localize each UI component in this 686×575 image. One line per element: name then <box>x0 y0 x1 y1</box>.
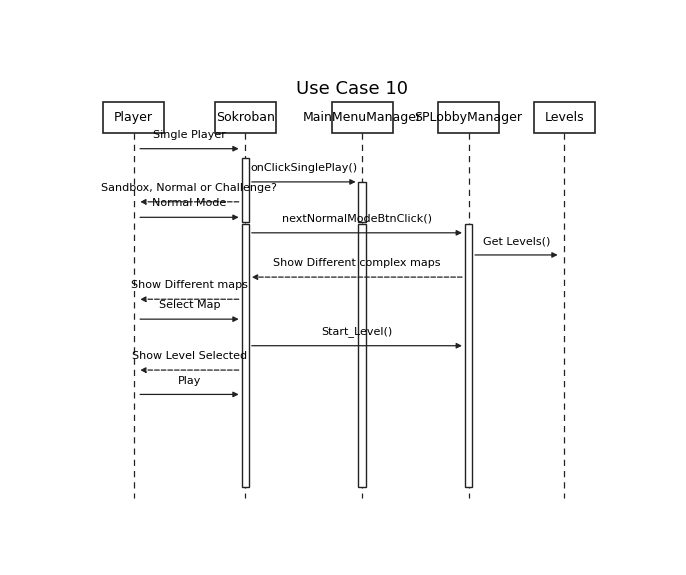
Text: Normal Mode: Normal Mode <box>152 198 226 209</box>
Text: Use Case 10: Use Case 10 <box>296 80 407 98</box>
Text: MainMenuManager: MainMenuManager <box>303 111 422 124</box>
Text: Start_Level(): Start_Level() <box>321 326 392 337</box>
Bar <box>359 182 366 222</box>
Text: Single Player: Single Player <box>153 130 226 140</box>
Text: Get Levels(): Get Levels() <box>483 236 550 246</box>
Bar <box>103 102 164 133</box>
Text: Player: Player <box>114 111 153 124</box>
Bar <box>438 102 499 133</box>
Bar <box>534 102 595 133</box>
Text: Sokroban: Sokroban <box>216 111 274 124</box>
Text: Levels: Levels <box>545 111 584 124</box>
Text: Select Map: Select Map <box>158 300 220 311</box>
Text: Play: Play <box>178 375 201 386</box>
Text: Show Different maps: Show Different maps <box>131 281 248 290</box>
Text: Show Level Selected: Show Level Selected <box>132 351 247 361</box>
Bar <box>241 158 249 222</box>
Text: nextNormalModeBtnClick(): nextNormalModeBtnClick() <box>282 214 432 224</box>
Text: Sandbox, Normal or Challenge?: Sandbox, Normal or Challenge? <box>102 183 277 193</box>
Bar <box>465 224 472 488</box>
Bar <box>241 224 249 488</box>
Text: SPLobbyManager: SPLobbyManager <box>414 111 523 124</box>
Bar <box>215 102 276 133</box>
Text: onClickSinglePlay(): onClickSinglePlay() <box>250 163 357 173</box>
Text: Show Different complex maps: Show Different complex maps <box>273 258 440 268</box>
Bar <box>331 102 393 133</box>
Bar <box>359 224 366 488</box>
